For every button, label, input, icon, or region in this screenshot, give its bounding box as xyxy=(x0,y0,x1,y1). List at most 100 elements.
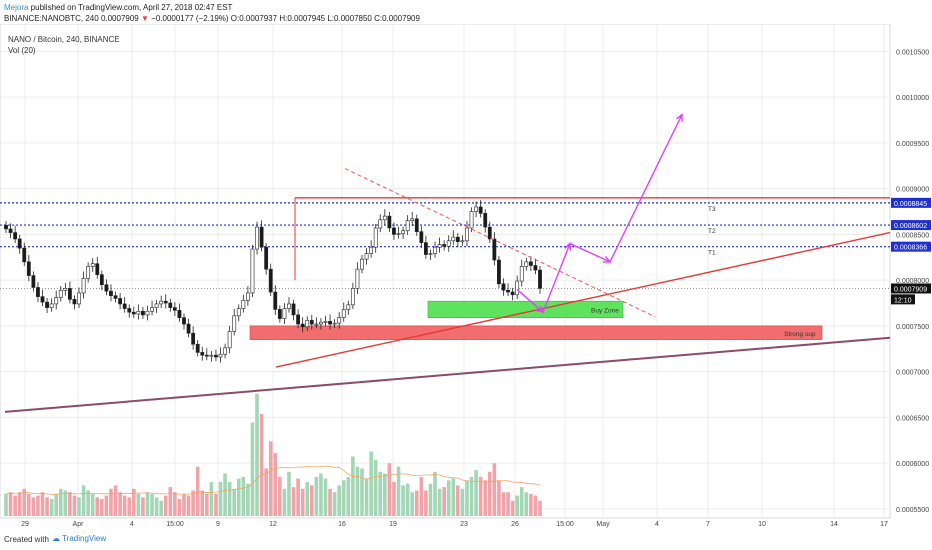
candle-body xyxy=(392,227,396,235)
candle-body xyxy=(378,219,383,229)
target-level-label: T3 xyxy=(708,206,716,213)
candle-body xyxy=(36,287,40,297)
candle-body xyxy=(414,218,419,232)
volume-bar xyxy=(182,493,186,516)
volume-bar xyxy=(40,492,45,516)
candle-body xyxy=(118,298,123,305)
volume-bar xyxy=(469,476,474,516)
legend-volume: Vol (20) xyxy=(8,46,36,55)
candle-body xyxy=(309,320,314,325)
zones: Buy Zone Strong sup xyxy=(249,300,823,340)
x-tick-label: 17 xyxy=(880,521,888,528)
volume-bar xyxy=(31,497,36,516)
candle-body xyxy=(150,307,154,312)
candle-body xyxy=(141,310,145,316)
footer: Created with ☁ TradingView xyxy=(0,530,932,550)
candle-body xyxy=(250,248,255,294)
volume-bar xyxy=(100,499,104,516)
candle-body xyxy=(483,213,488,228)
volume-bar xyxy=(131,488,136,516)
low-value: 0.0007850 xyxy=(334,14,372,23)
author-link[interactable]: Mejora xyxy=(4,3,29,12)
volume-bar xyxy=(291,487,296,516)
price-label-text: 12:10 xyxy=(894,297,912,304)
candle-body xyxy=(232,315,237,332)
descending-trendline xyxy=(344,168,656,318)
candle-body xyxy=(195,343,200,353)
volume-bar xyxy=(341,480,346,516)
volume-bar xyxy=(273,453,278,516)
volume-bar xyxy=(515,495,519,516)
volume-bar xyxy=(236,478,241,516)
candle-body xyxy=(291,303,296,316)
candle-body xyxy=(360,258,364,270)
x-tick-label: 4 xyxy=(130,521,134,528)
candle-body xyxy=(186,323,191,334)
candle-body xyxy=(492,238,497,261)
low-label: L: xyxy=(327,14,335,23)
y-tick-label: 0.0007500 xyxy=(896,324,929,331)
volume-bar xyxy=(77,497,81,516)
volume-bar xyxy=(173,492,177,516)
candle-body xyxy=(200,352,205,356)
volume-bar xyxy=(323,478,328,516)
candle-body xyxy=(405,220,410,232)
volume-bar xyxy=(150,493,154,516)
candle-body xyxy=(4,224,8,230)
volume-bars xyxy=(4,393,542,516)
price-label-tag xyxy=(891,220,931,231)
candle-body xyxy=(255,226,259,250)
candle-body xyxy=(433,246,437,254)
volume-bar xyxy=(72,495,77,516)
x-tick-label: 10 xyxy=(758,521,766,528)
volume-bar xyxy=(63,490,68,516)
volume-bar xyxy=(186,495,191,516)
plot-frame xyxy=(0,24,891,519)
candle-body xyxy=(533,265,538,271)
candle-body xyxy=(99,274,104,286)
candle-body xyxy=(113,295,118,299)
volume-bar xyxy=(209,482,214,516)
candle-body xyxy=(382,215,387,221)
candle-body xyxy=(419,231,424,243)
volume-bar xyxy=(419,476,424,516)
volume-bar xyxy=(118,492,122,516)
y-tick-label: 0.0010500 xyxy=(896,49,929,56)
volume-bar xyxy=(287,471,291,516)
volume-bar xyxy=(195,466,200,516)
volume-bar xyxy=(278,476,282,516)
candle-body xyxy=(273,291,278,310)
volume-bar xyxy=(58,488,63,516)
price-label-text: 0.0008366 xyxy=(894,245,927,252)
volume-bar xyxy=(337,485,341,516)
candle-body xyxy=(341,309,346,318)
axes: 0.0010500 0.0010000 0.0009500 0.0009000 0.00… xyxy=(21,49,931,528)
x-tick-label: 7 xyxy=(706,521,710,528)
tradingview-logo[interactable]: ☁ TradingView xyxy=(52,534,107,543)
candle-body xyxy=(191,332,196,345)
volume-bar xyxy=(246,483,250,516)
candle-body xyxy=(364,253,369,260)
volume-bar xyxy=(218,482,223,516)
candle-body xyxy=(259,226,264,248)
price-label-tag xyxy=(891,241,931,252)
volume-bar xyxy=(510,500,515,516)
volume-bar xyxy=(433,471,437,516)
x-tick-label: 15:00 xyxy=(166,521,184,528)
volume-bar xyxy=(22,488,27,516)
candle-body xyxy=(410,218,415,221)
x-tick-label: 23 xyxy=(460,521,468,528)
strong-support-zone xyxy=(249,325,823,340)
y-tick-label: 0.0007000 xyxy=(896,370,929,377)
x-tick-label: 15:00 xyxy=(556,521,574,528)
price-label-text: 0.0008845 xyxy=(894,201,927,208)
volume-bar xyxy=(442,487,446,516)
candle-body xyxy=(182,317,186,325)
volume-bar xyxy=(487,471,492,516)
close-label: C: xyxy=(374,14,383,23)
volume-bar xyxy=(49,499,54,516)
candle-body xyxy=(214,354,218,358)
volume-bar xyxy=(428,483,433,516)
volume-bar xyxy=(369,451,373,516)
